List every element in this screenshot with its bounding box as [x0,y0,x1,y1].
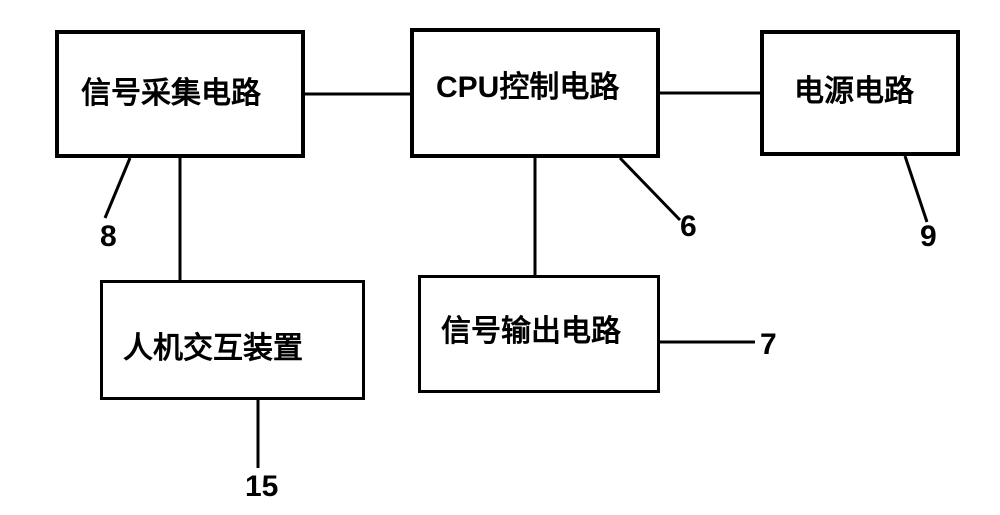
ref-label-9: 9 [920,220,937,254]
node-label: 信号采集电路 [81,77,261,110]
node-label: 电源电路 [794,75,914,108]
node-hmi-device: 人机交互装置 [100,280,365,400]
node-label: CPU控制电路 [436,71,619,104]
ref-label-7: 7 [760,328,777,362]
node-signal-output: 信号输出电路 [418,275,660,393]
diagram-canvas: 信号采集电路 CPU控制电路 电源电路 人机交互装置 信号输出电路 8 6 9 … [0,0,1000,515]
node-label: 信号输出电路 [441,315,621,348]
node-label: 人机交互装置 [123,332,303,365]
ref-label-15: 15 [245,470,278,504]
node-signal-acquisition: 信号采集电路 [55,30,305,158]
node-cpu-control: CPU控制电路 [410,28,660,158]
ref-label-8: 8 [100,220,117,254]
node-power-supply: 电源电路 [760,30,960,156]
ref-label-6: 6 [680,210,697,244]
